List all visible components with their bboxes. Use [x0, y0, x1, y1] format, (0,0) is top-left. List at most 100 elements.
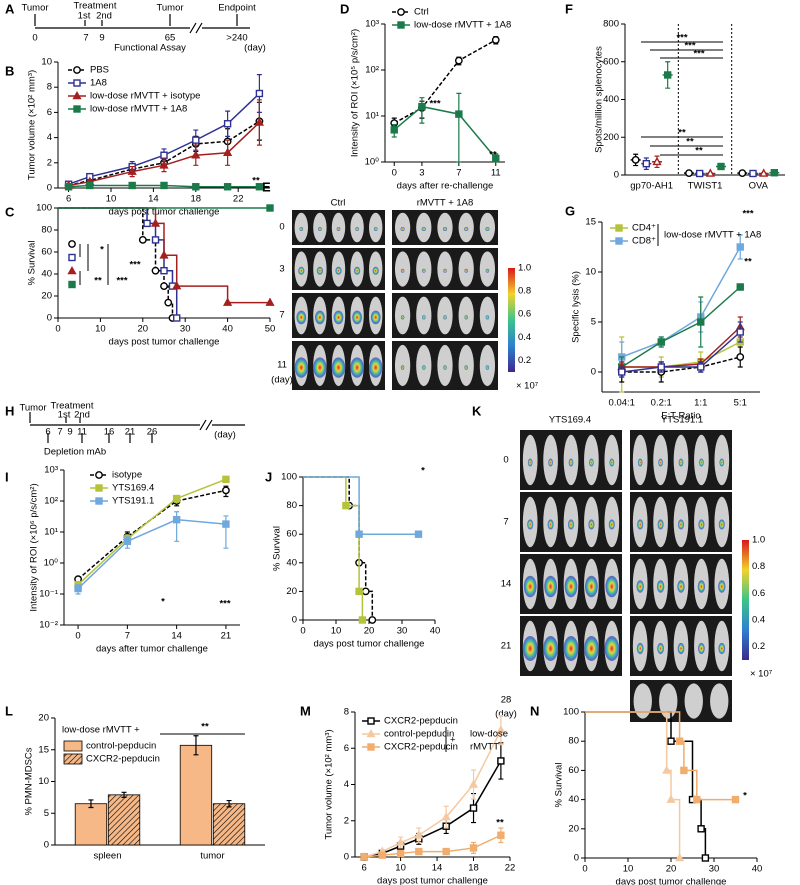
- significance: *: [421, 466, 425, 477]
- panel-label: E: [262, 179, 271, 194]
- point: [223, 147, 233, 157]
- key-marker: [68, 280, 76, 289]
- x-tick-label: 6: [361, 863, 366, 874]
- tl-text: Functional Assay: [114, 43, 186, 54]
- signal: [697, 580, 706, 593]
- point: [396, 849, 405, 858]
- series-line: [393, 105, 497, 159]
- series-line: [77, 478, 227, 586]
- point: [255, 183, 264, 191]
- signal: [657, 642, 664, 655]
- y-tick-label: 80: [568, 736, 579, 747]
- key-marker: [67, 265, 77, 275]
- colorbar-label: 0.6: [518, 309, 531, 320]
- point: [618, 368, 626, 376]
- signal: [333, 310, 344, 325]
- signal: [547, 519, 554, 530]
- panel-label: G: [565, 203, 575, 218]
- significance: ***: [116, 276, 127, 287]
- signal: [567, 519, 575, 530]
- point: [414, 530, 423, 538]
- key-marker: [68, 240, 76, 248]
- survival-curve: [585, 711, 707, 858]
- y-tick-label: 0: [292, 615, 297, 626]
- point: [736, 353, 745, 361]
- point: [143, 219, 151, 228]
- colorbar-label: 0.2: [518, 355, 531, 366]
- x-tick-label: 40: [430, 626, 441, 637]
- image-row-label: 3: [279, 264, 284, 275]
- legend-marker: [615, 237, 623, 245]
- y-tick-label: 4: [47, 132, 52, 143]
- timeline-arrows: [34, 14, 238, 26]
- point: [160, 181, 168, 190]
- y-tick-label: 60: [41, 247, 52, 258]
- signal: [485, 365, 490, 370]
- x-tick-label: 0: [392, 168, 397, 179]
- tl-text: Treatment: [74, 1, 117, 12]
- y-tick-label: 60: [286, 529, 297, 540]
- tl-text: 7: [57, 427, 62, 438]
- significance: **: [678, 128, 686, 139]
- y-tick-label: 6: [344, 743, 349, 754]
- signal: [637, 519, 644, 530]
- mean-point: [652, 156, 662, 166]
- y-tick-label: 0: [344, 852, 349, 863]
- panel-label: C: [5, 204, 15, 219]
- y-tick-label: 100: [563, 707, 579, 718]
- point: [127, 166, 137, 175]
- signal: [485, 226, 490, 231]
- y-axis-label: Specific lysis (%): [571, 271, 582, 343]
- point: [192, 183, 200, 191]
- panel-label: B: [5, 63, 14, 78]
- signal: [564, 575, 578, 598]
- legend-label: isotype: [112, 470, 142, 481]
- mouse: [633, 683, 652, 719]
- legend-note: low-dose: [470, 729, 508, 740]
- signal: [527, 519, 534, 530]
- point: [378, 851, 387, 859]
- mean-point: [695, 169, 704, 178]
- signal: [370, 310, 381, 325]
- point: [355, 530, 363, 538]
- series-line: [621, 326, 741, 368]
- tl-text: >240: [226, 33, 247, 44]
- signal: [604, 636, 620, 661]
- legend-label: control-pepducin: [384, 729, 454, 740]
- signal: [352, 310, 363, 325]
- y-tick-label: 0: [47, 313, 52, 324]
- legend-label: Ctrl: [414, 7, 429, 18]
- point: [64, 183, 73, 191]
- tl-text: 26: [147, 427, 158, 438]
- y-axis-label: Intensity of ROI (×10⁶ p/s/cm²): [29, 483, 40, 611]
- y-tick-label: 40: [41, 269, 52, 280]
- y-axis-label: Spots/million splenocytes: [594, 46, 605, 153]
- signal: [400, 226, 405, 231]
- point: [159, 160, 169, 169]
- y-tick-label: 80: [41, 225, 52, 236]
- significance: ***: [129, 260, 140, 271]
- y-tick-label: 10³: [365, 19, 379, 30]
- x-tick-label: 0: [75, 631, 80, 642]
- signal: [335, 266, 342, 275]
- point: [223, 297, 233, 306]
- x-tick-label: 20: [666, 864, 677, 875]
- signal: [608, 519, 615, 530]
- legend-label: YTS169.4: [112, 483, 154, 494]
- point: [491, 36, 500, 44]
- legend-title: low-dose rMVTT + 1A8: [664, 230, 761, 241]
- legend-label: CXCR2-pepducin: [86, 754, 160, 765]
- series-line: [77, 518, 226, 590]
- significance: **: [489, 150, 497, 161]
- image-row-label: 14: [501, 579, 512, 590]
- y-tick-label: 10: [41, 57, 52, 68]
- point: [697, 825, 705, 833]
- point: [697, 363, 705, 371]
- signal: [316, 266, 323, 275]
- y-tick-label: 0: [44, 840, 49, 851]
- signal: [443, 365, 447, 370]
- point: [675, 852, 685, 862]
- point: [666, 794, 676, 803]
- signal: [699, 458, 704, 467]
- y-tick-label: 8: [344, 707, 349, 718]
